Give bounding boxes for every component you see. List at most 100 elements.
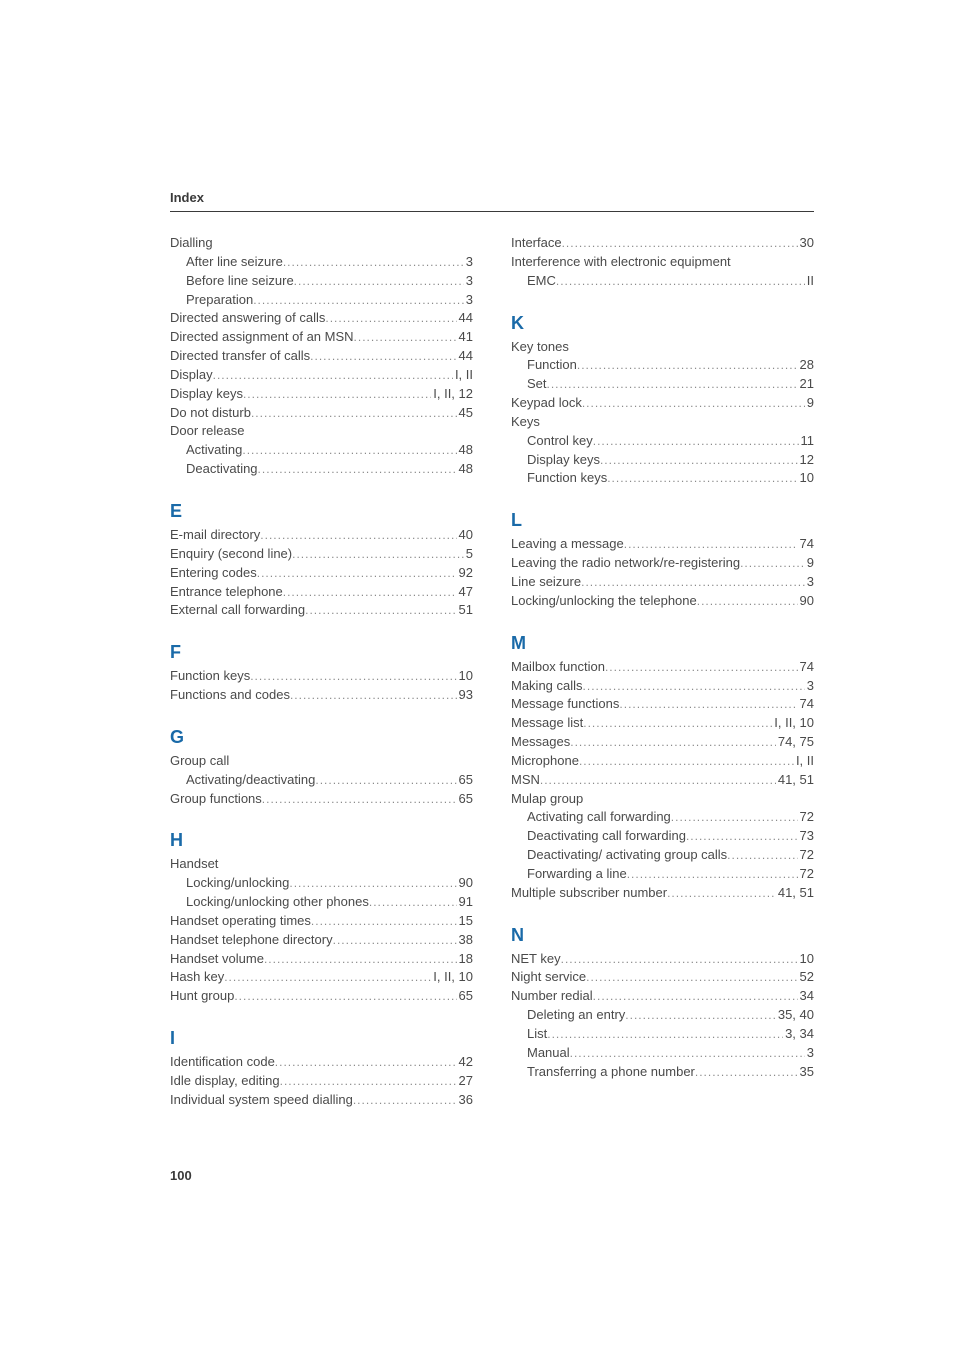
- index-subentry: Locking/unlocking90: [170, 874, 473, 893]
- index-entry-label: Number redial: [511, 987, 593, 1006]
- index-entry-page: 10: [798, 469, 814, 488]
- leader-dots: [257, 564, 457, 583]
- leader-dots: [305, 601, 456, 620]
- index-entry: Functions and codes93: [170, 686, 473, 705]
- index-entry-label: Locking/unlocking other phones: [186, 893, 369, 912]
- index-entry-page: 74: [798, 658, 814, 677]
- index-entry-label: Display keys: [527, 451, 600, 470]
- index-entry: Idle display, editing27: [170, 1072, 473, 1091]
- index-entry: Hash keyI, II, 10: [170, 968, 473, 987]
- index-entry-page: 65: [457, 790, 473, 809]
- index-entry-label: Entrance telephone: [170, 583, 283, 602]
- index-entry-page: 21: [798, 375, 814, 394]
- leader-dots: [354, 328, 457, 347]
- leader-dots: [593, 987, 798, 1006]
- index-entry-label: Multiple subscriber number: [511, 884, 667, 903]
- index-entry-page: 91: [457, 893, 473, 912]
- leader-dots: [686, 827, 798, 846]
- index-entry: Do not disturb45: [170, 404, 473, 423]
- index-entry: MicrophoneI, II: [511, 752, 814, 771]
- index-entry-page: 3: [805, 677, 814, 696]
- index-entry-label: Handset operating times: [170, 912, 311, 931]
- leader-dots: [311, 912, 457, 931]
- index-subentry: After line seizure3: [170, 253, 473, 272]
- index-entry: MSN41, 51: [511, 771, 814, 790]
- index-entry-page: 41, 51: [776, 771, 814, 790]
- index-entry-page: I, II: [453, 366, 473, 385]
- index-entry-label: List: [527, 1025, 547, 1044]
- index-subentry: Before line seizure3: [170, 272, 473, 291]
- index-entry-label: Enquiry (second line): [170, 545, 292, 564]
- index-entry: Messages74, 75: [511, 733, 814, 752]
- index-subentry: List3, 34: [511, 1025, 814, 1044]
- index-entry-label: Keypad lock: [511, 394, 582, 413]
- section-letter: F: [170, 642, 473, 663]
- index-subentry: Manual3: [511, 1044, 814, 1063]
- index-subentry: Function keys10: [511, 469, 814, 488]
- index-entry-label: Function keys: [170, 667, 250, 686]
- index-entry-page: 47: [457, 583, 473, 602]
- index-entry: Multiple subscriber number 41, 51: [511, 884, 814, 903]
- index-entry: Message functions74: [511, 695, 814, 714]
- leader-dots: [740, 554, 805, 573]
- index-entry-page: 9: [805, 394, 814, 413]
- index-entry: Function keys10: [170, 667, 473, 686]
- index-entry: Night service52: [511, 968, 814, 987]
- leader-dots: [280, 1072, 457, 1091]
- index-entry-page: I, II, 10: [772, 714, 814, 733]
- leader-dots: [250, 667, 456, 686]
- index-entry-page: 3: [464, 253, 473, 272]
- index-entry: Handset volume18: [170, 950, 473, 969]
- section-letter: M: [511, 633, 814, 654]
- index-entry: Message listI, II, 10: [511, 714, 814, 733]
- index-subentry: Display keys12: [511, 451, 814, 470]
- index-entry-label: Leaving the radio network/re-registering: [511, 554, 740, 573]
- index-entry-label: Directed answering of calls: [170, 309, 325, 328]
- index-subentry: Deleting an entry35, 40: [511, 1006, 814, 1025]
- index-entry-label: Message functions: [511, 695, 619, 714]
- index-entry-label: Manual: [527, 1044, 570, 1063]
- section-letter: G: [170, 727, 473, 748]
- index-entry-page: II: [805, 272, 814, 291]
- index-entry-page: 41, 51: [776, 884, 814, 903]
- leader-dots: [667, 884, 776, 903]
- leader-dots: [310, 347, 456, 366]
- index-column: DiallingAfter line seizure3Before line s…: [170, 234, 473, 1110]
- leader-dots: [625, 1006, 776, 1025]
- index-entry-page: 27: [457, 1072, 473, 1091]
- index-entry-page: 34: [798, 987, 814, 1006]
- leader-dots: [627, 865, 798, 884]
- index-group-label: Door release: [170, 422, 473, 441]
- section-letter: K: [511, 313, 814, 334]
- index-entry-label: Display keys: [170, 385, 243, 404]
- index-entry-page: 9: [805, 554, 814, 573]
- index-group-label: Key tones: [511, 338, 814, 357]
- index-columns: DiallingAfter line seizure3Before line s…: [170, 234, 814, 1110]
- index-entry-label: Deactivating call forwarding: [527, 827, 686, 846]
- leader-dots: [260, 526, 456, 545]
- index-entry: Line seizure3: [511, 573, 814, 592]
- index-entry-page: 73: [798, 827, 814, 846]
- index-entry-page: 40: [457, 526, 473, 545]
- index-entry-label: Functions and codes: [170, 686, 290, 705]
- index-entry-page: 48: [457, 441, 473, 460]
- index-entry: Hunt group65: [170, 987, 473, 1006]
- leader-dots: [243, 385, 431, 404]
- index-entry-page: 30: [798, 234, 814, 253]
- leader-dots: [275, 1053, 457, 1072]
- index-entry-page: 74, 75: [776, 733, 814, 752]
- index-entry-page: 3: [464, 272, 473, 291]
- index-entry-page: 35: [798, 1063, 814, 1082]
- leader-dots: [570, 733, 776, 752]
- index-entry-label: Deactivating/ activating group calls: [527, 846, 727, 865]
- index-subentry: EMCII: [511, 272, 814, 291]
- index-entry-page: 3: [464, 291, 473, 310]
- index-entry-label: Display: [170, 366, 213, 385]
- leader-dots: [369, 893, 457, 912]
- index-entry-label: Locking/unlocking: [186, 874, 289, 893]
- index-entry-label: Forwarding a line: [527, 865, 627, 884]
- index-subentry: Set21: [511, 375, 814, 394]
- index-entry-label: Mailbox function: [511, 658, 605, 677]
- leader-dots: [697, 592, 798, 611]
- index-entry-label: Deleting an entry: [527, 1006, 625, 1025]
